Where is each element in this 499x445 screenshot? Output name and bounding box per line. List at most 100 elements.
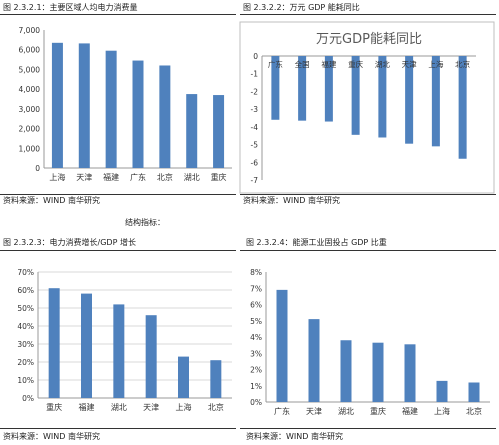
caption-rule <box>240 250 496 251</box>
bar <box>458 56 467 159</box>
chart-frame <box>239 21 495 194</box>
x-category-label: 福建 <box>402 406 418 416</box>
y-tick-label: 3% <box>250 349 262 358</box>
y-tick-label: -1 <box>251 70 259 79</box>
bar <box>271 56 280 120</box>
y-tick-label: -2 <box>251 87 259 96</box>
y-tick-label: 4,000 <box>19 85 41 94</box>
bar <box>436 380 448 402</box>
x-category-label: 福建 <box>321 59 336 69</box>
bar <box>132 60 144 168</box>
bar <box>431 56 440 147</box>
section-title: 结构指标： <box>125 218 165 227</box>
caption-chart-3: 图 2.3.2.3：电力消费增长/GDP 增长 <box>3 238 136 247</box>
y-tick-label: -3 <box>251 105 259 114</box>
x-category-label: 天津 <box>143 402 159 412</box>
x-category-label: 湖北 <box>375 60 390 69</box>
chart-electricity-gdp-growth: 70% 60% 50% 40% 30% 20% 10% 0% 重庆 福建 湖北 天津 上海 北京 <box>17 268 232 412</box>
y-tick-label: 5,000 <box>19 65 41 74</box>
y-tick-label: 1,000 <box>19 144 41 153</box>
caption-rule <box>0 250 236 251</box>
source-note: 资料来源：WIND 南华研究 <box>246 432 343 441</box>
bar <box>276 289 288 402</box>
bar <box>186 94 198 168</box>
y-tick-label: 8% <box>250 268 262 277</box>
x-category-label: 重庆 <box>348 59 363 69</box>
x-category-label: 全国 <box>295 59 310 69</box>
source-rule <box>240 194 496 195</box>
x-category-label: 福建 <box>79 402 95 412</box>
bar <box>298 56 307 121</box>
y-tick-label: -4 <box>251 123 259 132</box>
bar <box>468 382 480 402</box>
source-rule <box>0 428 236 429</box>
bar <box>308 319 320 402</box>
x-category-label: 上海 <box>176 402 192 412</box>
bar <box>210 360 222 398</box>
bar <box>213 95 225 168</box>
y-tick-label: 7,000 <box>19 26 41 35</box>
y-tick-label: 40% <box>17 322 34 331</box>
bar <box>113 304 125 398</box>
y-tick-label: 50% <box>17 304 34 313</box>
y-tick-label: 60% <box>17 286 34 295</box>
y-tick-label: 10% <box>17 376 34 385</box>
bar <box>51 42 63 168</box>
x-category-label: 天津 <box>306 406 322 416</box>
x-category-label: 上海 <box>428 59 443 69</box>
caption-chart-2: 图 2.3.2.2：万元 GDP 能耗同比 <box>243 3 360 12</box>
x-category-label: 湖北 <box>184 173 200 182</box>
caption-chart-4: 图 2.3.2.4：能源工业固投占 GDP 比重 <box>246 238 387 247</box>
bar <box>324 56 333 122</box>
x-category-label: 北京 <box>466 406 482 416</box>
chart-gdp-energy-yoy: 万元GDP能耗同比 0 -1 -2 -3 -4 -5 -6 -7 广东 全国 福建 重庆 湖北 天津 上海 北京 <box>239 21 495 194</box>
x-category-label: 上海 <box>49 172 65 182</box>
bar <box>48 288 60 398</box>
bar <box>81 293 92 398</box>
bar <box>405 56 414 144</box>
x-category-label: 重庆 <box>370 406 386 416</box>
bar <box>78 43 90 168</box>
chart-title: 万元GDP能耗同比 <box>316 32 422 47</box>
x-category-label: 福建 <box>103 172 119 182</box>
y-tick-label: 6% <box>250 301 262 310</box>
x-category-label: 重庆 <box>211 172 227 182</box>
bar <box>351 56 360 135</box>
x-category-label: 天津 <box>402 60 417 69</box>
caption-rule <box>0 14 236 15</box>
y-tick-label: 6,000 <box>19 46 41 55</box>
x-category-label: 天津 <box>76 172 92 182</box>
x-category-label: 重庆 <box>46 402 62 412</box>
x-category-label: 广东 <box>130 172 146 182</box>
bar <box>404 344 416 402</box>
y-tick-label: 0% <box>250 398 262 407</box>
y-tick-label: 30% <box>17 340 34 349</box>
y-tick-label: 1% <box>250 382 262 391</box>
y-tick-label: 70% <box>17 268 34 277</box>
x-category-label: 上海 <box>434 406 450 416</box>
x-category-label: 湖北 <box>111 403 127 412</box>
bar <box>340 340 352 402</box>
x-category-label: 广东 <box>268 59 283 69</box>
source-note: 资料来源：WIND 南华研究 <box>243 196 340 205</box>
bar <box>159 65 171 168</box>
y-tick-label: 7% <box>250 284 262 293</box>
bar <box>145 315 157 398</box>
x-category-label: 湖北 <box>338 407 354 416</box>
source-note: 资料来源：WIND 南华研究 <box>3 432 100 441</box>
y-tick-label: 0% <box>22 394 34 403</box>
y-tick-label: 20% <box>17 358 34 367</box>
bar <box>105 50 117 169</box>
y-tick-label: 5% <box>250 317 262 326</box>
x-category-label: 广东 <box>274 406 290 416</box>
source-note: 资料来源：WIND 南华研究 <box>3 196 100 205</box>
caption-rule <box>240 14 496 15</box>
y-tick-label: 0 <box>253 52 258 61</box>
bar <box>372 342 384 402</box>
bar <box>178 356 189 398</box>
chart-per-capita-electricity: 7,000 6,000 5,000 4,000 3,000 2,000 1,000 0 上海 天津… <box>19 26 232 182</box>
bar <box>378 56 387 138</box>
x-category-label: 北京 <box>157 172 173 182</box>
y-tick-label: 2,000 <box>19 125 41 134</box>
y-tick-label: 2% <box>250 366 262 375</box>
